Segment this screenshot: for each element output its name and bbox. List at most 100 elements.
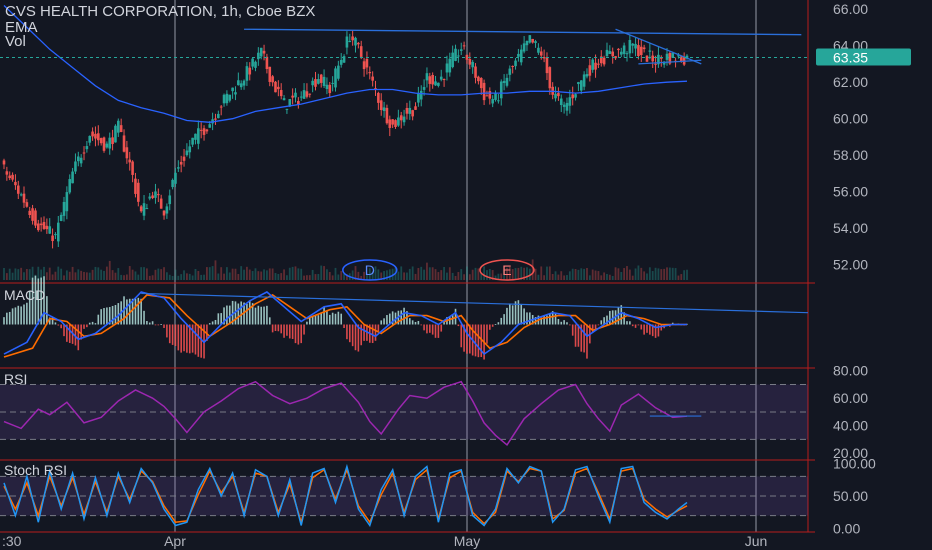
volume-bar bbox=[483, 266, 486, 280]
volume-bar bbox=[386, 270, 388, 280]
candle-body bbox=[594, 62, 597, 70]
volume-bar bbox=[380, 272, 383, 280]
time-tick-label: May bbox=[454, 533, 480, 549]
volume-bar bbox=[534, 268, 537, 280]
candle-body bbox=[542, 57, 546, 59]
macd-histogram-bar bbox=[623, 312, 625, 325]
candle-body bbox=[385, 107, 389, 124]
volume-bar bbox=[586, 267, 588, 280]
volume-bar bbox=[408, 268, 411, 280]
macd-histogram-bar bbox=[80, 324, 82, 340]
macd-histogram-bar bbox=[46, 296, 48, 325]
volume-bar bbox=[20, 267, 23, 280]
candle-body bbox=[591, 59, 594, 70]
macd-histogram-bar bbox=[223, 307, 225, 325]
stoch-d-line bbox=[3, 467, 688, 525]
volume-bar bbox=[128, 266, 131, 280]
candle-body bbox=[339, 59, 343, 65]
volume-bar bbox=[134, 271, 137, 280]
volume-bar bbox=[260, 271, 263, 280]
candle-body bbox=[479, 78, 483, 89]
macd-histogram-bar bbox=[354, 324, 357, 351]
candle-body bbox=[65, 192, 69, 212]
macd-histogram-bar bbox=[314, 315, 317, 325]
macd-histogram-bar bbox=[583, 324, 585, 353]
candle-body bbox=[417, 93, 420, 103]
volume-bar bbox=[603, 272, 606, 280]
macd-histogram-bar bbox=[331, 312, 334, 325]
rsi-label: RSI bbox=[4, 371, 28, 387]
macd-histogram-bar bbox=[651, 324, 654, 337]
volume-bar bbox=[48, 267, 51, 280]
macd-histogram-bar bbox=[266, 305, 268, 325]
volume-bar bbox=[311, 269, 314, 280]
candle-body bbox=[314, 79, 317, 87]
candle-body bbox=[639, 46, 643, 56]
candle-body bbox=[271, 76, 274, 83]
macd-histogram-bar bbox=[303, 324, 305, 335]
candle-body bbox=[319, 74, 323, 83]
candle-body bbox=[8, 175, 12, 179]
candle-body bbox=[274, 81, 277, 93]
macd-signal-line bbox=[3, 293, 687, 358]
volume-bar bbox=[254, 268, 257, 280]
candle-body bbox=[619, 51, 623, 55]
volume-bar bbox=[226, 267, 228, 280]
volume-bar bbox=[548, 266, 551, 280]
candle-body bbox=[208, 124, 212, 128]
macd-histogram-bar bbox=[248, 300, 251, 325]
last-price-label: 63.35 bbox=[833, 50, 868, 66]
macd-histogram-bar bbox=[17, 305, 20, 325]
candle-body bbox=[531, 38, 534, 43]
macd-histogram-bar bbox=[251, 303, 254, 325]
volume-bar bbox=[137, 274, 140, 280]
last-price-badge bbox=[816, 48, 911, 66]
volume-bar bbox=[288, 267, 291, 280]
ema-line bbox=[3, 5, 688, 123]
macd-histogram-bar bbox=[494, 324, 497, 325]
candle-body bbox=[654, 63, 657, 65]
macd-histogram-bar bbox=[117, 303, 120, 325]
macd-histogram-bar bbox=[420, 324, 423, 326]
earnings-marker-label: E bbox=[502, 262, 511, 278]
macd-histogram-bar bbox=[543, 315, 545, 325]
candle-body bbox=[11, 174, 14, 180]
candle-body bbox=[194, 133, 197, 140]
macd-histogram-bar bbox=[214, 319, 217, 325]
macd-histogram-bar bbox=[549, 313, 551, 325]
macd-histogram-bar bbox=[348, 324, 351, 343]
candle-body bbox=[457, 55, 460, 57]
macd-histogram-bar bbox=[643, 324, 645, 335]
macd-histogram-bar bbox=[263, 306, 265, 325]
volume-bar bbox=[383, 271, 385, 280]
volume-bar bbox=[680, 274, 683, 280]
macd-histogram-bar bbox=[334, 313, 337, 325]
volume-bar bbox=[568, 271, 571, 280]
macd-histogram-bar bbox=[426, 324, 428, 334]
candle-body bbox=[448, 58, 452, 73]
candle-body bbox=[197, 128, 200, 144]
candle-body bbox=[239, 83, 243, 88]
volume-bar bbox=[620, 271, 623, 280]
macd-histogram-bar bbox=[563, 320, 565, 325]
volume-bar bbox=[237, 274, 240, 280]
candle-body bbox=[582, 74, 586, 87]
macd-histogram-bar bbox=[277, 324, 280, 332]
volume-bar bbox=[231, 268, 234, 280]
candle-body bbox=[22, 193, 26, 203]
candle-body bbox=[214, 118, 217, 120]
candle-body bbox=[625, 53, 629, 55]
rsi-tick-label: 20.00 bbox=[833, 445, 868, 461]
macd-histogram-bar bbox=[308, 317, 311, 325]
volume-bar bbox=[83, 271, 85, 280]
macd-histogram-bar bbox=[154, 324, 157, 326]
candle-body bbox=[251, 58, 254, 67]
volume-bar bbox=[540, 266, 543, 280]
volume-bar bbox=[283, 269, 285, 280]
candle-body bbox=[368, 72, 372, 74]
macd-histogram-bar bbox=[660, 324, 663, 331]
volume-bar bbox=[194, 268, 197, 280]
macd-histogram-bar bbox=[574, 324, 577, 347]
macd-histogram-bar bbox=[617, 307, 620, 325]
